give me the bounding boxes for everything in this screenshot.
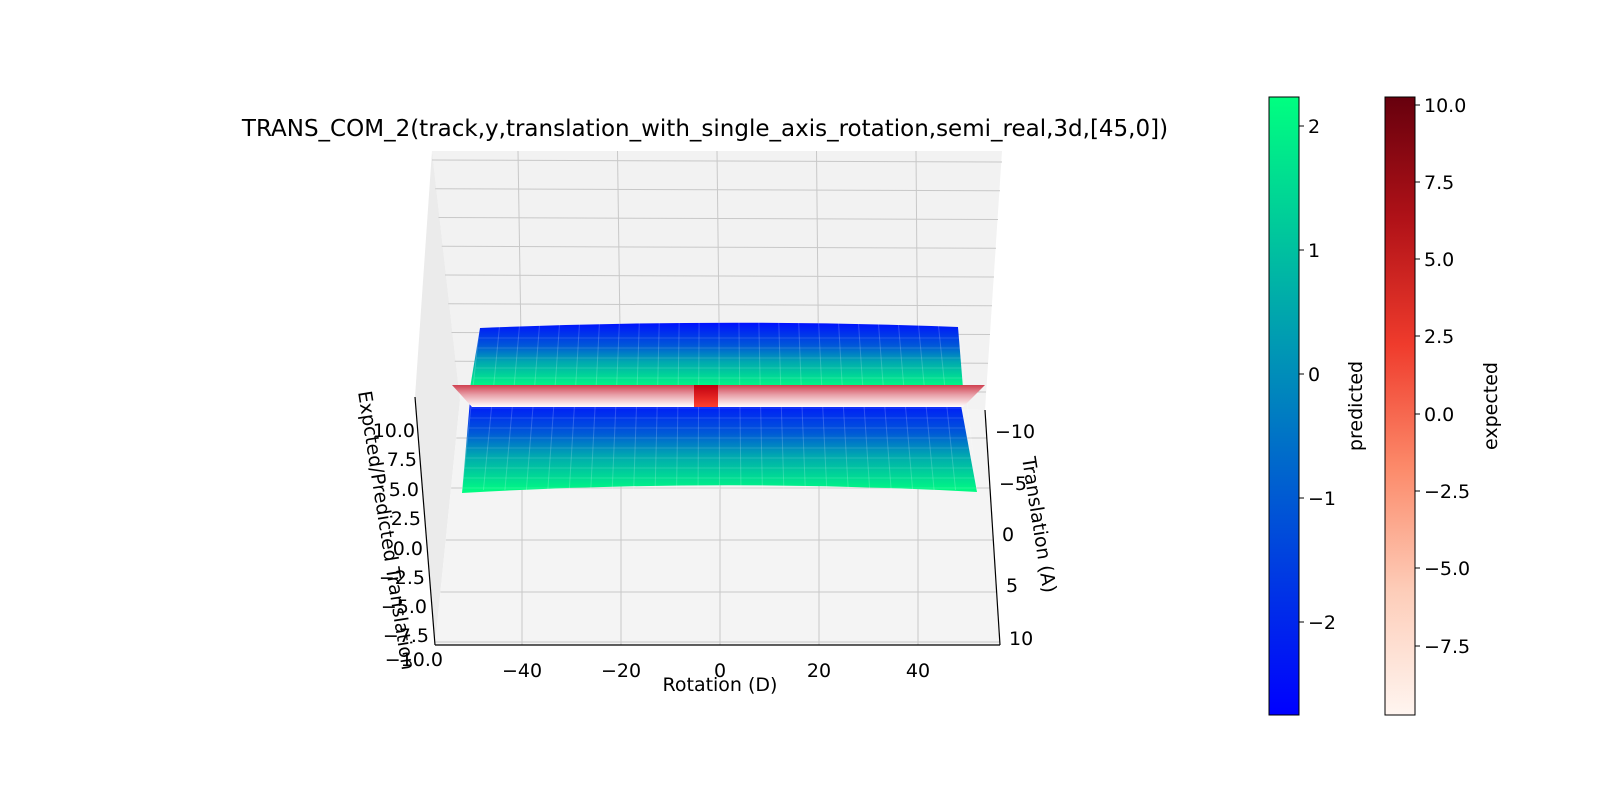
colorbar-tick-label: 2.5 bbox=[1424, 326, 1454, 348]
left-pane bbox=[415, 151, 460, 645]
z-tick-label: −5.0 bbox=[381, 596, 427, 618]
y-tick-label: −10 bbox=[995, 421, 1035, 443]
chart-title: TRANS_COM_2(track,y,translation_with_sin… bbox=[241, 116, 1168, 142]
predicted-surface bbox=[461, 321, 978, 493]
z-tick-label: 0.0 bbox=[393, 538, 423, 560]
colorbar-tick-label: 2 bbox=[1308, 116, 1320, 138]
colorbar-tick-label: 5.0 bbox=[1424, 249, 1454, 271]
x-tick-label: 20 bbox=[807, 660, 831, 682]
expected-surface-band bbox=[452, 385, 985, 407]
colorbar-tick-label: 0 bbox=[1308, 364, 1320, 386]
expected-surface bbox=[452, 385, 985, 407]
x-axis-title: Rotation (D) bbox=[663, 674, 778, 696]
y-tick-label: 5 bbox=[1006, 575, 1018, 597]
colorbar-predicted-gradient bbox=[1268, 96, 1300, 716]
grid-line bbox=[431, 159, 1003, 163]
colorbar-tick-label: −2.5 bbox=[1424, 481, 1470, 503]
colorbar-predicted-label: predicted bbox=[1345, 361, 1367, 451]
z-tick-label: −10.0 bbox=[385, 649, 443, 671]
z-tick-label: −2.5 bbox=[379, 567, 425, 589]
z-tick-label: −7.5 bbox=[383, 625, 429, 647]
z-tick-label: 10.0 bbox=[373, 420, 415, 442]
z-tick-label: 5.0 bbox=[389, 479, 419, 501]
colorbar-expected-ticks bbox=[1415, 104, 1420, 647]
z-axis-line bbox=[414, 396, 436, 646]
colorbar-tick-label: −5.0 bbox=[1424, 558, 1470, 580]
y-tick-label: −5 bbox=[999, 473, 1027, 495]
grid-line bbox=[444, 274, 995, 278]
predicted-surface-upper bbox=[470, 322, 963, 388]
colorbar-predicted: 2 1 0 −1 −2 predicted bbox=[1268, 96, 1367, 716]
colorbar-predicted-ticks bbox=[1299, 125, 1304, 623]
colorbar-expected-label: expected bbox=[1480, 362, 1502, 450]
y-axis-line bbox=[984, 409, 1001, 646]
predicted-surface-lower bbox=[462, 400, 977, 493]
colorbar-tick-label: 7.5 bbox=[1424, 172, 1454, 194]
colorbar-tick-label: −7.5 bbox=[1424, 636, 1470, 658]
colorbar-tick-label: −1 bbox=[1308, 488, 1336, 510]
expected-surface-peak bbox=[694, 385, 718, 407]
grid-line bbox=[448, 303, 993, 307]
mesh-line bbox=[957, 321, 978, 491]
x-tick-labels: −40 −20 0 20 40 bbox=[502, 660, 930, 682]
mesh-line bbox=[461, 321, 481, 491]
colorbar-tick-label: 10.0 bbox=[1424, 95, 1466, 117]
y-tick-label: 0 bbox=[1002, 524, 1014, 546]
grid-line bbox=[438, 217, 999, 220]
axis-lines bbox=[414, 396, 1001, 646]
colorbar-tick-label: −2 bbox=[1308, 612, 1336, 634]
y-tick-label: 10 bbox=[1009, 628, 1033, 650]
x-tick-label: 0 bbox=[714, 660, 726, 682]
colorbar-tick-label: 0.0 bbox=[1424, 404, 1454, 426]
z-tick-label: 2.5 bbox=[391, 508, 421, 530]
colorbar-tick-label: 1 bbox=[1308, 240, 1320, 262]
grid-line bbox=[435, 188, 1001, 192]
z-tick-label: 7.5 bbox=[387, 449, 417, 471]
x-tick-label: −40 bbox=[502, 660, 542, 682]
x-tick-label: −20 bbox=[601, 660, 641, 682]
z-tick-labels: 10.0 7.5 5.0 2.5 0.0 −2.5 −5.0 −7.5 −10.… bbox=[373, 420, 443, 671]
grid-line bbox=[441, 245, 997, 249]
x-tick-label: 40 bbox=[906, 660, 930, 682]
surface-mesh bbox=[461, 321, 978, 491]
colorbar-expected-gradient bbox=[1384, 96, 1416, 716]
colorbar-expected: 10.0 7.5 5.0 2.5 0.0 −2.5 −5.0 −7.5 expe… bbox=[1384, 95, 1502, 716]
y-tick-labels: −10 −5 0 5 10 bbox=[995, 421, 1035, 650]
y-axis-title: Translation (A) bbox=[1017, 454, 1060, 594]
